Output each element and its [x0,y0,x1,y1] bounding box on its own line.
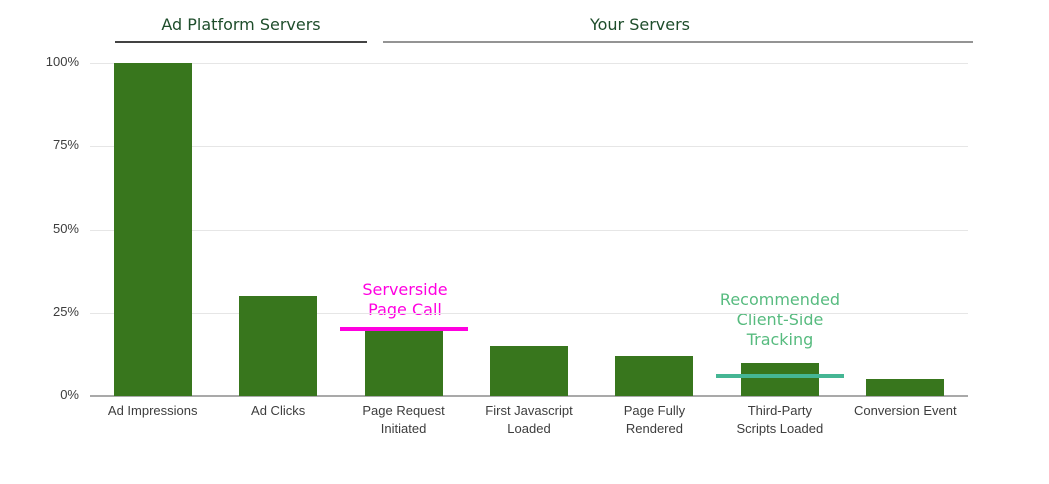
bar [364,329,443,396]
y-tick-label: 25% [52,303,79,319]
x-category-label: Third-Party Scripts Loaded [736,403,824,436]
x-category-label: First Javascript Loaded [485,403,573,436]
bar [866,379,945,396]
y-tick-label: 0% [60,387,79,402]
y-tick-label: 50% [52,220,79,236]
bar [490,346,568,396]
x-category-label: Page Fully Rendered [623,403,686,436]
x-category-label: Page Request Initiated [362,403,445,436]
y-tick-label: 75% [52,137,79,153]
bar [113,63,192,396]
bar [239,296,318,396]
x-category-label: Ad Impressions [107,403,198,418]
bar [740,362,819,396]
grid-line [90,63,968,64]
grid-line [90,312,968,314]
group-underline-ad-platform-servers [115,41,367,43]
bar [615,356,694,396]
x-axis-line [90,395,968,397]
x-category-label: Ad Clicks [251,403,306,418]
grid-line [90,146,968,148]
grid-line [90,229,968,231]
group-header-ad-platform-servers: Ad Platform Servers [161,15,321,34]
group-underline-your-servers [383,41,973,43]
y-tick-label: 100% [45,54,79,69]
group-header-your-servers: Your Servers [589,15,691,34]
annotation-line-1 [715,374,844,379]
annotation-recommended-client-side-tracking: Recommended Client-Side Tracking [719,290,841,349]
annotation-serverside-page-call: Serverside Page Call [362,280,448,319]
x-category-label: Conversion Event [853,403,957,418]
annotation-line-0 [339,327,468,332]
